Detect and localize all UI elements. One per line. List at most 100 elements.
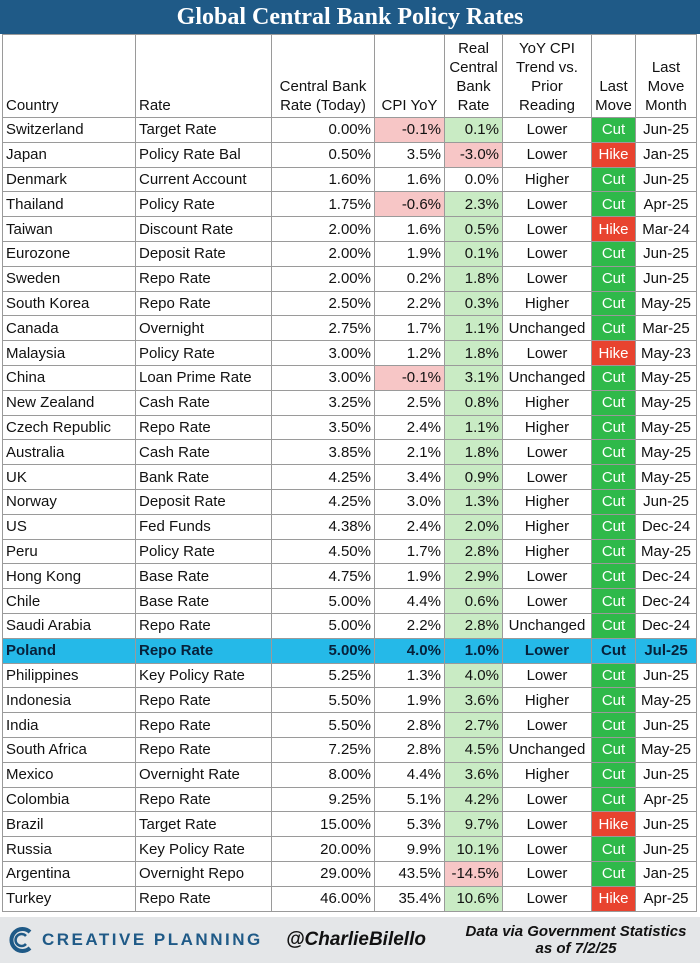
cell-last-move: Cut: [591, 761, 636, 788]
cell-rate-name: Cash Rate: [135, 389, 272, 416]
cell-real-rate: 4.0%: [444, 662, 503, 689]
cell-central-bank-rate: 8.00%: [271, 761, 375, 788]
cell-central-bank-rate: 1.60%: [271, 166, 375, 193]
table-row: China Loan Prime Rate 3.00% -0.1% 3.1% Unchan…: [2, 364, 697, 391]
cell-rate-name: Deposit Rate: [135, 488, 272, 515]
policy-rates-table: Country Rate Central Bank Rate (Today) C…: [2, 34, 697, 912]
table-row: India Repo Rate 5.50% 2.8% 2.7% Lower Cut Jun-2…: [2, 712, 697, 738]
cell-country: Malaysia: [2, 340, 136, 366]
cell-last-move: Hike: [591, 885, 636, 912]
table-row: Poland Repo Rate 5.00% 4.0% 1.0% Lower Cut Jul-…: [2, 637, 697, 664]
cell-real-rate: 2.9%: [444, 563, 503, 590]
cell-last-move-month: May-25: [635, 414, 697, 441]
cell-cpi-yoy: 1.9%: [374, 240, 445, 267]
cell-central-bank-rate: 2.75%: [271, 315, 375, 342]
cell-real-rate: 1.1%: [444, 315, 503, 342]
cell-last-move: Cut: [591, 836, 636, 862]
cell-central-bank-rate: 7.25%: [271, 736, 375, 763]
cell-real-rate: 4.2%: [444, 786, 503, 813]
cell-last-move-month: Jun-25: [635, 240, 697, 267]
table-row: Australia Cash Rate 3.85% 2.1% 1.8% Lower Cut M…: [2, 439, 697, 466]
cell-country: US: [2, 513, 136, 540]
cell-cpi-yoy: 1.6%: [374, 216, 445, 242]
table-body: Switzerland Target Rate 0.00% -0.1% 0.1% Lowe…: [2, 117, 697, 912]
table-row: Eurozone Deposit Rate 2.00% 1.9% 0.1% Lower Cu…: [2, 240, 697, 267]
cell-cpi-yoy: 2.2%: [374, 290, 445, 317]
cell-last-move-month: Apr-25: [635, 786, 697, 813]
cell-real-rate: 1.1%: [444, 414, 503, 441]
cell-cpi-trend: Lower: [502, 191, 592, 218]
cell-central-bank-rate: 0.00%: [271, 117, 375, 143]
cell-rate-name: Policy Rate: [135, 538, 272, 565]
table-row: South Korea Repo Rate 2.50% 2.2% 0.3% Higher C…: [2, 290, 697, 317]
cell-last-move-month: May-25: [635, 290, 697, 317]
cell-cpi-yoy: 1.7%: [374, 315, 445, 342]
cell-rate-name: Base Rate: [135, 588, 272, 614]
cell-last-move-month: May-25: [635, 687, 697, 714]
table-row: Canada Overnight 2.75% 1.7% 1.1% Unchanged Cut…: [2, 315, 697, 342]
cell-country: Czech Republic: [2, 414, 136, 441]
cell-cpi-yoy: 5.1%: [374, 786, 445, 813]
cell-last-move-month: Dec-24: [635, 513, 697, 540]
cell-last-move: Cut: [591, 687, 636, 714]
cell-country: Japan: [2, 141, 136, 168]
header-last-move-month: Last Move Month: [635, 34, 697, 118]
cell-real-rate: -3.0%: [444, 141, 503, 168]
cell-country: China: [2, 364, 136, 391]
cell-rate-name: Target Rate: [135, 811, 272, 838]
cell-rate-name: Overnight Rate: [135, 761, 272, 788]
cell-central-bank-rate: 15.00%: [271, 811, 375, 838]
cell-real-rate: 9.7%: [444, 811, 503, 838]
cell-last-move: Cut: [591, 117, 636, 143]
cell-cpi-yoy: 2.5%: [374, 389, 445, 416]
cell-cpi-trend: Lower: [502, 141, 592, 168]
cell-central-bank-rate: 5.00%: [271, 637, 375, 664]
cell-country: Mexico: [2, 761, 136, 788]
cell-last-move-month: Dec-24: [635, 563, 697, 590]
cell-central-bank-rate: 5.50%: [271, 712, 375, 738]
cell-last-move-month: Mar-24: [635, 216, 697, 242]
cell-central-bank-rate: 1.75%: [271, 191, 375, 218]
header-cpi-yoy: CPI YoY: [374, 34, 445, 118]
cell-real-rate: 1.8%: [444, 265, 503, 292]
cell-rate-name: Repo Rate: [135, 612, 272, 639]
cell-central-bank-rate: 5.00%: [271, 612, 375, 639]
cell-cpi-yoy: 2.1%: [374, 439, 445, 466]
cell-last-move: Cut: [591, 364, 636, 391]
cell-real-rate: 3.6%: [444, 687, 503, 714]
cell-central-bank-rate: 3.25%: [271, 389, 375, 416]
cell-cpi-trend: Lower: [502, 637, 592, 664]
table-row: New Zealand Cash Rate 3.25% 2.5% 0.8% Higher C…: [2, 389, 697, 416]
cell-rate-name: Policy Rate Bal: [135, 141, 272, 168]
cell-cpi-yoy: 4.4%: [374, 761, 445, 788]
cell-last-move: Cut: [591, 389, 636, 416]
cell-last-move: Cut: [591, 166, 636, 193]
cell-country: Taiwan: [2, 216, 136, 242]
cell-cpi-yoy: 3.4%: [374, 464, 445, 490]
cell-real-rate: 0.8%: [444, 389, 503, 416]
cell-country: UK: [2, 464, 136, 490]
cell-cpi-yoy: 43.5%: [374, 860, 445, 887]
cell-cpi-trend: Lower: [502, 117, 592, 143]
cell-last-move-month: Jan-25: [635, 141, 697, 168]
table-row: Sweden Repo Rate 2.00% 0.2% 1.8% Lower Cut Jun-…: [2, 265, 697, 292]
cell-rate-name: Loan Prime Rate: [135, 364, 272, 391]
table-row: Chile Base Rate 5.00% 4.4% 0.6% Lower Cut Dec-2…: [2, 588, 697, 614]
header-real-rate: Real Central Bank Rate: [444, 34, 503, 118]
cell-rate-name: Repo Rate: [135, 687, 272, 714]
cell-rate-name: Repo Rate: [135, 290, 272, 317]
cell-last-move: Hike: [591, 216, 636, 242]
table-row: Russia Key Policy Rate 20.00% 9.9% 10.1% Lowe…: [2, 836, 697, 862]
cell-country: Sweden: [2, 265, 136, 292]
cell-last-move-month: Mar-25: [635, 315, 697, 342]
table-row: Malaysia Policy Rate 3.00% 1.2% 1.8% Lower Hik…: [2, 340, 697, 366]
table-row: UK Bank Rate 4.25% 3.4% 0.9% Lower Cut May-25: [2, 464, 697, 490]
cell-central-bank-rate: 9.25%: [271, 786, 375, 813]
cell-cpi-yoy: 1.2%: [374, 340, 445, 366]
cell-cpi-yoy: 2.4%: [374, 414, 445, 441]
cell-last-move: Cut: [591, 563, 636, 590]
cell-cpi-trend: Lower: [502, 563, 592, 590]
cell-last-move-month: Jun-25: [635, 811, 697, 838]
cell-country: Poland: [2, 637, 136, 664]
brand: CREATIVE PLANNING: [8, 927, 268, 953]
